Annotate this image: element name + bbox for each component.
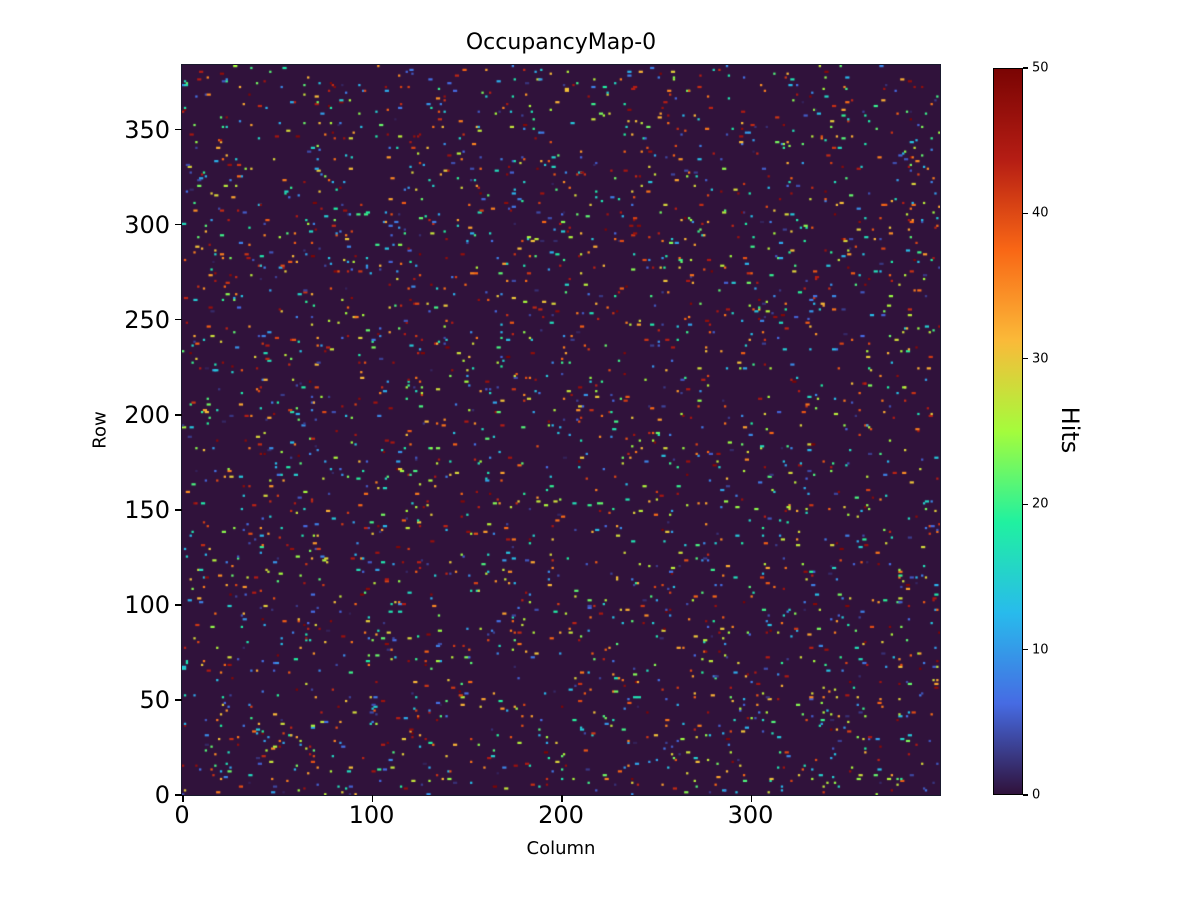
y-tick-label: 350 <box>124 115 170 144</box>
occupancy-heatmap-canvas <box>182 65 940 795</box>
x-tick-label: 100 <box>348 801 395 829</box>
y-tick-mark <box>175 794 182 796</box>
y-tick-label: 0 <box>154 781 170 809</box>
x-tick-label: 200 <box>538 801 584 829</box>
x-tick-mark <box>750 795 752 802</box>
plot-area <box>181 64 941 796</box>
colorbar-tick-mark <box>1023 794 1028 796</box>
x-tick-mark <box>561 795 563 802</box>
y-tick-mark <box>175 128 182 131</box>
x-axis-label: Column <box>526 838 596 859</box>
y-tick-label: 150 <box>124 495 170 524</box>
x-tick-mark <box>182 795 184 802</box>
y-tick-mark <box>175 318 182 321</box>
y-tick-mark <box>175 604 182 606</box>
colorbar-tick-label: 40 <box>1032 205 1049 221</box>
y-tick-mark <box>175 223 182 226</box>
colorbar-tick-label: 30 <box>1032 351 1049 367</box>
y-tick-label: 250 <box>124 305 170 334</box>
y-tick-mark <box>175 699 182 701</box>
y-tick-label: 200 <box>124 400 170 429</box>
y-tick-label: 300 <box>124 210 170 239</box>
colorbar-tick-mark <box>1023 649 1028 651</box>
y-tick-mark <box>175 509 182 511</box>
colorbar-label: Hits <box>1056 406 1084 454</box>
colorbar-tick-mark <box>1023 358 1028 360</box>
y-tick-mark <box>175 414 182 416</box>
chart-title: OccupancyMap-0 <box>465 30 657 55</box>
colorbar <box>993 68 1023 795</box>
colorbar-tick-label: 50 <box>1032 60 1049 76</box>
x-tick-label: 300 <box>727 801 774 829</box>
colorbar-tick-label: 10 <box>1032 642 1049 658</box>
colorbar-tick-mark <box>1023 67 1028 69</box>
colorbar-tick-mark <box>1023 212 1028 214</box>
colorbar-tick-label: 20 <box>1032 496 1049 512</box>
y-tick-label: 100 <box>124 590 170 619</box>
x-tick-mark <box>371 795 373 802</box>
colorbar-tick-mark <box>1023 503 1028 505</box>
x-tick-label: 0 <box>174 801 190 829</box>
y-tick-label: 50 <box>139 685 170 714</box>
y-axis-label: Row <box>89 411 111 449</box>
colorbar-tick-label: 0 <box>1032 787 1041 803</box>
